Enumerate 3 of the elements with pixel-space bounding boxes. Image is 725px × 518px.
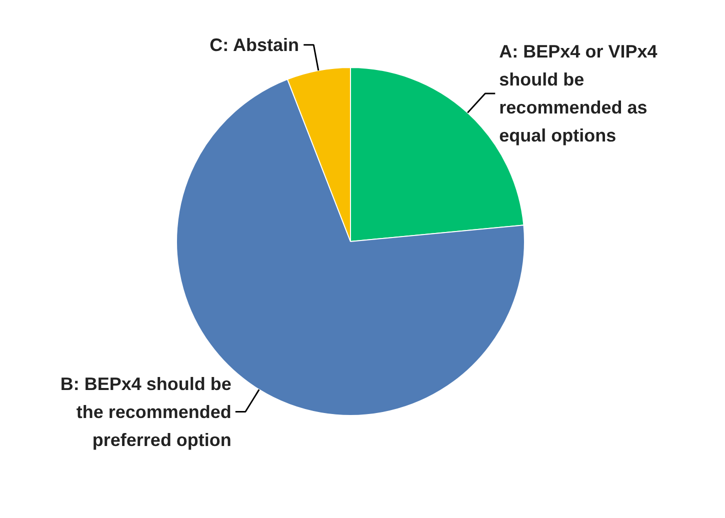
slice-label: B: BEPx4 should be the recommended preferred option: [60, 374, 232, 450]
slice-label: C: Abstain: [210, 34, 299, 55]
slice-label: A: BEPx4 or VIPx4 should be recommended as equal options: [499, 42, 658, 146]
